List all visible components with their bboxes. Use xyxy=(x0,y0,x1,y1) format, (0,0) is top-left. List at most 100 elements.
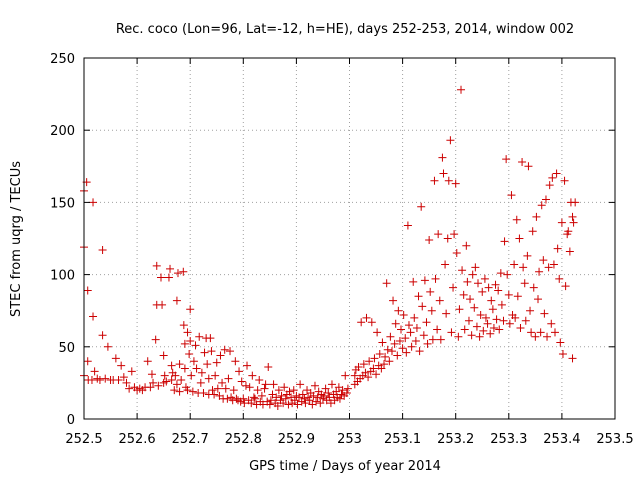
data-point-plus xyxy=(409,277,418,286)
data-point-plus xyxy=(372,370,381,379)
data-point-plus xyxy=(423,339,432,348)
data-point-plus xyxy=(497,300,506,309)
data-point-plus xyxy=(159,351,168,360)
data-point-plus xyxy=(266,396,275,405)
data-point-plus xyxy=(216,351,225,360)
data-point-plus xyxy=(531,332,540,341)
data-point-plus xyxy=(528,227,537,236)
data-point-plus xyxy=(290,396,299,405)
data-point-plus xyxy=(380,360,389,369)
data-point-plus xyxy=(443,234,452,243)
x-tick-label: 253.5 xyxy=(596,432,633,447)
data-point-plus xyxy=(478,287,487,296)
data-point-plus xyxy=(143,357,152,366)
data-point-plus xyxy=(364,373,373,382)
data-point-plus xyxy=(561,282,570,291)
data-point-plus xyxy=(167,376,176,385)
data-point-plus xyxy=(232,394,241,403)
x-tick-label: 253.4 xyxy=(543,432,580,447)
data-point-plus xyxy=(89,198,98,207)
data-point-plus xyxy=(255,376,264,385)
data-point-plus xyxy=(536,328,545,337)
data-point-plus xyxy=(395,337,404,346)
data-point-plus xyxy=(125,384,134,393)
data-point-plus xyxy=(516,324,525,333)
data-point-plus xyxy=(285,387,294,396)
x-tick-label: 252.7 xyxy=(172,432,209,447)
data-point-plus xyxy=(309,391,318,400)
data-point-plus xyxy=(510,260,519,269)
data-point-plus xyxy=(564,227,573,236)
data-point-plus xyxy=(401,334,410,343)
data-point-plus xyxy=(449,283,458,292)
data-point-plus xyxy=(402,348,411,357)
data-point-plus xyxy=(512,215,521,224)
data-point-plus xyxy=(467,331,476,340)
data-point-plus xyxy=(258,400,267,409)
data-point-plus xyxy=(383,345,392,354)
grid-lines xyxy=(84,58,615,419)
data-point-plus xyxy=(488,305,497,314)
data-point-plus xyxy=(499,316,508,325)
data-point-plus xyxy=(211,371,220,380)
data-point-plus xyxy=(245,383,254,392)
data-point-plus xyxy=(338,386,347,395)
data-point-plus xyxy=(436,335,445,344)
data-point-plus xyxy=(361,368,370,377)
data-point-plus xyxy=(196,378,205,387)
data-point-plus xyxy=(280,383,289,392)
data-point-plus xyxy=(206,334,215,343)
data-point-plus xyxy=(426,287,435,296)
data-point-plus xyxy=(154,381,163,390)
data-point-plus xyxy=(378,338,387,347)
data-point-plus xyxy=(250,394,259,403)
data-point-plus xyxy=(332,387,341,396)
data-points xyxy=(80,85,580,411)
data-point-plus xyxy=(487,296,496,305)
data-point-plus xyxy=(381,352,390,361)
data-point-plus xyxy=(152,261,161,270)
data-point-plus xyxy=(543,332,552,341)
data-point-plus xyxy=(569,218,578,227)
data-point-plus xyxy=(568,212,577,221)
data-point-plus xyxy=(565,247,574,256)
data-point-plus xyxy=(540,309,549,318)
data-point-plus xyxy=(417,202,426,211)
data-point-plus xyxy=(520,279,529,288)
data-point-plus xyxy=(495,325,504,334)
y-axis-ticks: 0 50 100 150 200 250 xyxy=(50,52,615,428)
data-point-plus xyxy=(166,264,175,273)
data-point-plus xyxy=(476,311,485,320)
data-point-plus xyxy=(470,303,479,312)
data-point-plus xyxy=(452,248,461,257)
data-point-plus xyxy=(549,260,558,269)
data-point-plus xyxy=(553,244,562,253)
data-point-plus xyxy=(385,357,394,366)
data-point-plus xyxy=(489,324,498,333)
data-point-plus xyxy=(450,230,459,239)
data-point-plus xyxy=(511,313,520,322)
data-point-plus xyxy=(180,339,189,348)
data-point-plus xyxy=(471,263,480,272)
y-tick-label: 50 xyxy=(58,341,75,356)
data-point-plus xyxy=(213,384,222,393)
data-point-plus xyxy=(532,212,541,221)
data-point-plus xyxy=(394,306,403,315)
data-point-plus xyxy=(411,337,420,346)
data-point-plus xyxy=(560,176,569,185)
data-point-plus xyxy=(534,295,543,304)
data-point-plus xyxy=(167,361,176,370)
data-point-plus xyxy=(410,313,419,322)
data-point-plus xyxy=(523,251,532,260)
data-point-plus xyxy=(550,328,559,337)
data-point-plus xyxy=(548,173,557,182)
x-axis-label: GPS time / Days of year 2014 xyxy=(249,459,441,474)
data-point-plus xyxy=(504,290,513,299)
data-point-plus xyxy=(507,191,516,200)
data-point-plus xyxy=(296,380,305,389)
data-point-plus xyxy=(203,360,212,369)
data-point-plus xyxy=(95,376,104,385)
data-point-plus xyxy=(158,300,167,309)
data-point-plus xyxy=(365,357,374,366)
data-point-plus xyxy=(462,241,471,250)
